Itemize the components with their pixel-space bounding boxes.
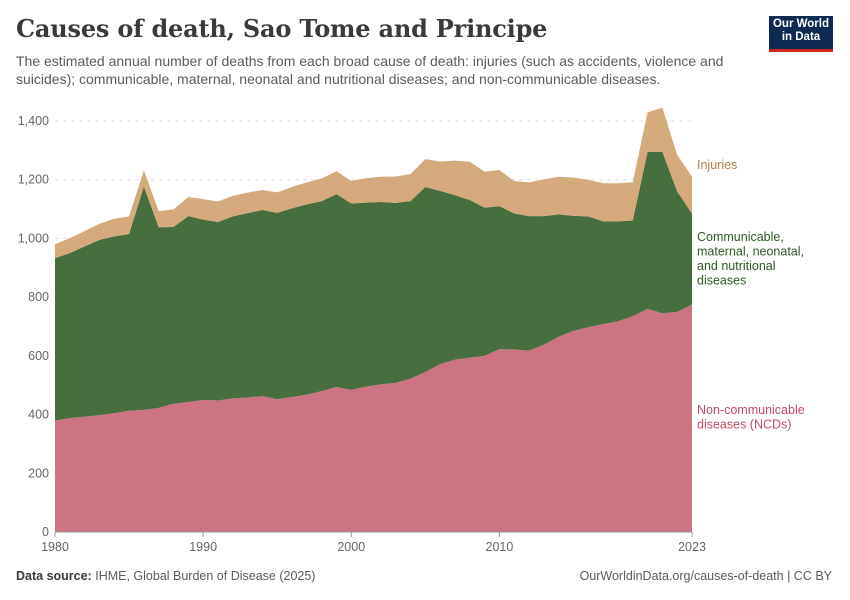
x-tick-label: 2023 <box>678 540 706 554</box>
series-label-line: Communicable, <box>697 230 784 244</box>
logo-line-1: Our World <box>772 18 829 30</box>
data-source-label: Data source: <box>16 569 92 583</box>
y-tick-label: 1,200 <box>18 173 49 187</box>
owid-logo[interactable]: Our World in Data <box>769 16 833 52</box>
y-tick-label: 400 <box>28 408 49 422</box>
data-source: Data source: IHME, Global Burden of Dise… <box>16 569 315 583</box>
y-tick-label: 1,400 <box>18 114 49 128</box>
x-tick-label: 1990 <box>189 540 217 554</box>
series-label-line: and nutritional <box>697 259 776 273</box>
y-tick-label: 200 <box>28 466 49 480</box>
area-series <box>55 107 692 532</box>
series-label-line: maternal, neonatal, <box>697 245 804 259</box>
data-source-text: IHME, Global Burden of Disease (2025) <box>95 569 316 583</box>
y-tick-label: 800 <box>28 290 49 304</box>
series-label-0: Non-communicable diseases (NCDs) <box>697 403 805 432</box>
series-label-line: diseases <box>697 274 746 288</box>
area-series-2[interactable] <box>55 107 692 259</box>
y-tick-label: 600 <box>28 349 49 363</box>
source-url[interactable]: OurWorldinData.org/causes-of-death | CC … <box>579 569 832 583</box>
logo-line-2: in Data <box>781 31 821 43</box>
chart-title: Causes of death, Sao Tome and Principe <box>16 14 548 43</box>
x-tick-label: 2000 <box>337 540 365 554</box>
area-series-0[interactable] <box>55 304 692 532</box>
y-tick-label: 1,000 <box>18 231 49 245</box>
area-series-1[interactable] <box>55 151 692 421</box>
series-label-line: Injuries <box>697 158 737 172</box>
series-label-1: Communicable, maternal, neonatal, and nutr… <box>697 230 804 288</box>
y-tick-label: 0 <box>42 525 49 539</box>
series-label-2: Injuries <box>697 158 737 172</box>
stacked-area-chart: 0 200 400 600 800 1,000 1,200 1,400 1980 1990 200… <box>18 107 805 554</box>
series-labels: Non-communicable diseases (NCDs) Communica… <box>697 158 805 432</box>
x-axis: 1980 1990 2000 2010 2023 <box>41 531 706 554</box>
x-tick-label: 2010 <box>486 540 514 554</box>
series-label-line: Non-communicable <box>697 403 805 417</box>
chart-subtitle: The estimated annual number of deaths fr… <box>16 53 724 87</box>
y-axis: 0 200 400 600 800 1,000 1,200 1,400 <box>18 114 49 539</box>
series-label-line: diseases (NCDs) <box>697 418 791 432</box>
x-tick-label: 1980 <box>41 540 69 554</box>
